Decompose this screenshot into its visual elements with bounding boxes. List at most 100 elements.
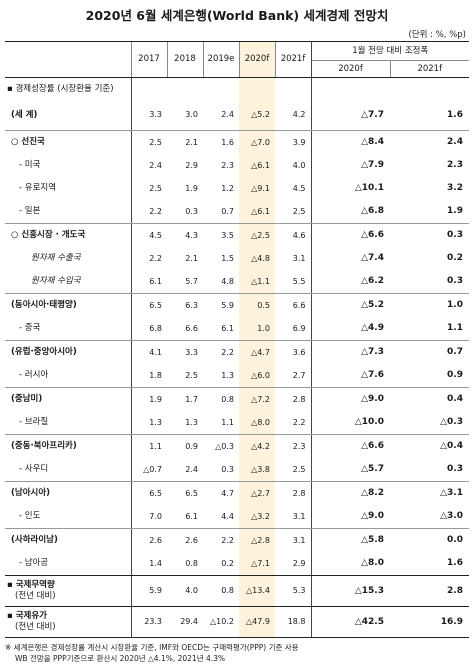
value-cell: 1.5: [221, 253, 234, 263]
adjustment-cell: △6.2: [311, 270, 390, 294]
table-row: (사하라이남) 2.6 2.6 2.2 △2.8 3.1 △5.8 0.0: [5, 528, 469, 552]
value-cell: 2.7: [275, 364, 312, 388]
value-cell: 1.3: [167, 411, 203, 435]
value-cell: 4.1: [130, 340, 167, 364]
footnote-line-2: WB 전망을 PPP기준으로 환산시 2020년 △4.1%, 2021년 4.…: [15, 654, 226, 663]
value-cell: 0.8: [221, 394, 234, 404]
row-label: - 일본: [5, 200, 131, 224]
value-cell: △8.0: [239, 411, 275, 435]
table-row: - 브라질 1.3 1.3 1.1 △8.0 2.2 △10.0 △0.3: [5, 411, 469, 435]
table-row: - 러시아 1.8 2.5 1.3 △6.0 2.7 △7.6 0.9: [5, 364, 469, 388]
adjustment-cell: 0.7: [447, 347, 463, 357]
row-label: (유럽·중앙아시아): [11, 347, 77, 358]
table-row: (남아시아) 6.5 6.5 4.7 △2.7 2.8 △8.2 △3.1: [5, 481, 469, 505]
row-label: - 중국: [5, 317, 131, 341]
row-label: - 인도: [5, 505, 131, 529]
value-cell: △2.5: [239, 223, 275, 247]
value-cell: △9.1: [239, 177, 275, 200]
adjustment-cell: 0.3: [447, 230, 463, 240]
value-cell: 0.8: [203, 575, 239, 607]
value-cell: 3.3: [130, 100, 167, 131]
value-cell: 1.2: [221, 183, 234, 193]
header-year-2020: 2020f: [238, 41, 275, 78]
adjustment-cell: △6.6: [361, 441, 384, 451]
value-cell: 29.4: [167, 606, 203, 638]
value-cell: 0.3: [203, 458, 239, 482]
adjustment-cell: △7.7: [311, 100, 390, 131]
header-year-2019: 2019e: [202, 41, 239, 78]
value-cell: 1.1: [130, 434, 167, 458]
value-cell: 2.5: [130, 177, 167, 200]
value-cell: 3.6: [275, 340, 312, 364]
empty-cell: [275, 77, 312, 100]
value-cell: 6.1: [130, 270, 167, 294]
value-cell: 6.1: [203, 317, 239, 341]
value-cell: 4.6: [275, 223, 312, 247]
value-cell: 2.2: [275, 411, 312, 435]
value-cell: 5.9: [221, 300, 234, 310]
adjustment-cell: 0.3: [390, 270, 469, 294]
trade-row: ▪ 국제무역량 (전년 대비) 5.9 4.0 0.8 △13.4 5.3 △15.3 2.8: [5, 575, 469, 607]
value-cell: 6.5: [185, 488, 198, 498]
table-row: - 인도 7.0 6.1 4.4 △3.2 3.1 △9.0 △3.0: [5, 505, 469, 529]
value-cell: 2.8: [275, 481, 312, 505]
table-row: 원자재 수출국 2.2 2.1 1.5 △4.8 3.1 △7.4 0.2: [5, 247, 469, 270]
value-cell: 2.3: [221, 160, 234, 170]
adjustment-cell: △8.4: [361, 137, 384, 147]
value-cell: △6.0: [239, 364, 275, 388]
row-label-line-2: (전년 대비): [15, 622, 56, 632]
value-cell: 4.5: [275, 177, 312, 200]
row-label: (남아시아): [11, 488, 51, 499]
adjustment-cell: △8.0: [311, 552, 390, 576]
value-cell: △4.8: [239, 247, 275, 270]
value-cell: 2.1: [185, 137, 198, 147]
header-year-2021: 2021f: [274, 41, 312, 78]
row-label-line-1: ▪ 국제무역량: [7, 580, 55, 590]
value-cell: 2.9: [275, 552, 312, 576]
adjustment-cell: 0.2: [447, 253, 463, 263]
value-cell: 4.2: [275, 100, 312, 131]
empty-cell: [203, 78, 239, 101]
row-label: - 사우디: [5, 458, 131, 482]
value-cell: 4.8: [203, 270, 239, 294]
table-row: (중남미) 1.9 1.7 0.8 △7.2 2.8 △9.0 0.4: [5, 387, 469, 411]
value-cell: 0.5: [239, 293, 275, 317]
value-cell: △5.2: [239, 100, 275, 131]
adjustment-cell: 16.9: [390, 606, 469, 638]
header-blank: [5, 41, 131, 78]
value-cell: 1.9: [130, 387, 167, 411]
value-cell: 4.7: [221, 488, 234, 498]
adjustment-cell: △9.0: [311, 505, 390, 529]
table-body: ▪ 경제성장률 (시장환율 기준) (세 계) 3.3 3.0 2.4 △5.2 4.2 △7…: [5, 77, 469, 638]
value-cell: 3.1: [275, 247, 312, 270]
table-row: - 중국 6.8 6.6 6.1 1.0 6.9 △4.9 1.1: [5, 317, 469, 341]
value-cell: △4.2: [239, 434, 275, 458]
header-adj-2021: 2021f: [389, 60, 469, 78]
value-cell: 4.3: [185, 230, 198, 240]
value-cell: 6.6: [167, 317, 203, 341]
adjustment-cell: 1.1: [390, 317, 469, 341]
adjustment-cell: △0.3: [390, 411, 469, 435]
value-cell: 3.1: [275, 505, 312, 529]
adjustment-cell: 2.3: [447, 160, 463, 170]
row-label: (동아시아·태평양): [11, 300, 77, 311]
value-cell: △3.8: [239, 458, 275, 482]
value-cell: 5.9: [130, 575, 167, 607]
value-cell: 3.3: [185, 347, 198, 357]
value-cell: 2.8: [275, 387, 312, 411]
value-cell: 2.5: [130, 130, 167, 154]
value-cell: 5.3: [275, 575, 312, 607]
value-cell: 3.9: [275, 130, 312, 154]
row-label-line-1: ▪ 국제유가: [7, 611, 48, 621]
value-cell: 6.6: [275, 293, 312, 317]
table-row: - 남아공 1.4 0.8 0.2 △7.1 2.9 △8.0 1.6: [5, 552, 469, 576]
adjustment-cell: △9.0: [361, 394, 384, 404]
adjustment-cell: △15.3: [311, 575, 390, 607]
value-cell: 2.2: [130, 200, 167, 224]
value-cell: 5.5: [275, 270, 312, 294]
value-cell: 2.9: [185, 160, 198, 170]
row-label: - 브라질: [5, 411, 131, 435]
adjustment-cell: 1.0: [447, 300, 463, 310]
adjustment-cell: △6.6: [361, 230, 384, 240]
